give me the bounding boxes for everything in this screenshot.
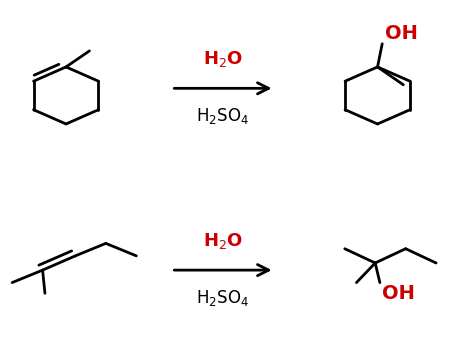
Text: H$_2$SO$_4$: H$_2$SO$_4$ xyxy=(196,288,249,308)
Text: OH: OH xyxy=(384,24,418,43)
Text: OH: OH xyxy=(382,285,415,303)
Text: H$_2$O: H$_2$O xyxy=(203,231,243,251)
Text: H$_2$O: H$_2$O xyxy=(203,49,243,69)
Text: H$_2$SO$_4$: H$_2$SO$_4$ xyxy=(196,106,249,126)
